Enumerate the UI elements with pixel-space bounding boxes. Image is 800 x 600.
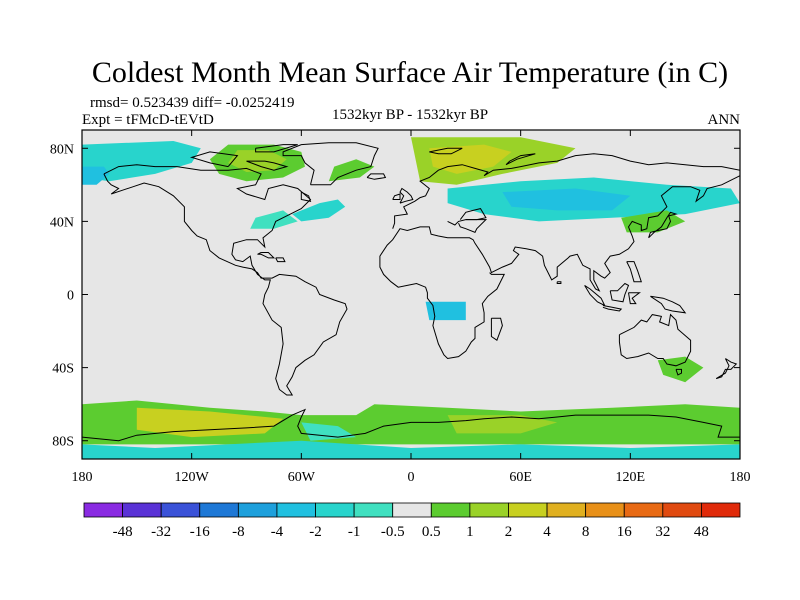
season-label: ANN [708,112,741,128]
coastline-27 [255,144,298,153]
colorbar-box [508,502,548,518]
coastlines [82,142,740,442]
colorbar-label: 0.5 [422,524,441,540]
coastline-21 [82,408,740,442]
colorbar-box [315,502,355,518]
region-africa-patch [425,301,466,321]
x-tick-label: 0 [408,470,415,485]
coastline-29 [505,153,536,166]
coastline-4 [447,219,488,234]
colorbar-label: -32 [151,524,171,540]
coastline-2 [392,153,740,229]
coastline-7 [392,193,401,200]
colorbar-label: -16 [190,524,210,540]
x-tick-label: 180 [730,470,751,485]
colorbar-box [276,502,316,518]
region-antarctic-cool [82,440,740,459]
coastline-15 [609,282,630,303]
x-tick-label: 120W [175,470,210,485]
colorbar-box [160,502,201,518]
colorbar-label: 2 [505,524,513,540]
colorbar-box [662,502,702,518]
x-tick-label: 60W [288,470,316,485]
coastline-17 [650,295,687,314]
colorbar-label: -0.5 [381,524,405,540]
period-label: 1532kyr BP - 1532kyr BP [332,107,488,123]
colorbar-label: 4 [543,524,551,540]
colorbar-box [353,502,394,518]
coastline-19 [490,317,503,341]
colorbar-box [392,502,432,518]
coastline-18 [626,261,642,283]
coastline-23 [275,257,286,263]
coastline-6 [399,187,414,204]
colorbar-label: -48 [113,524,133,540]
coastline-3 [379,175,740,360]
coastline-24 [300,191,312,202]
y-tick-label: 0 [67,289,74,304]
colorbar-box [83,502,123,518]
y-tick-label: 40S [52,362,74,377]
colorbar-box [122,502,162,518]
region-southern-ocean-yellow [136,407,284,438]
coastline-8 [366,173,387,180]
colorbar-box [469,502,509,518]
coastline-20 [556,281,562,284]
coastline-16 [628,292,641,305]
colorbar-box [623,502,664,518]
coastline-22 [257,252,276,259]
coastline-14 [602,305,623,312]
colorbar-label: 32 [655,524,670,540]
y-tick-label: 80S [52,435,74,450]
region-alaska-pacific-cool [82,141,201,182]
coastline-5 [459,208,487,221]
experiment-label: Expt = tFMcD-tEVtD [82,112,214,128]
colorbar-label: -2 [309,524,322,540]
colorbar-label: 1 [466,524,474,540]
x-tick-label: 60E [509,470,532,485]
colorbar-label: -8 [232,524,245,540]
coastline-11 [675,368,682,376]
coastline-1 [282,142,379,186]
colorbar-box [701,502,741,518]
x-tick-label: 180 [72,470,93,485]
y-tick-label: 40N [50,215,74,230]
region-north-atlantic-cool [292,199,346,222]
coastline-12 [715,358,738,380]
region-na-cool-2 [250,210,298,229]
colorbar-label: 48 [694,524,709,540]
region-bering-blue [82,166,110,185]
coastline-25 [246,160,289,171]
y-axis: 80N 40N 0 40S 80S [50,142,740,450]
y-tick-label: 80N [50,142,74,157]
coastline-0 [103,164,348,396]
region-siberia-blue [502,188,631,211]
coastline-9 [648,211,678,239]
coastline-28 [429,147,463,155]
stats-label: rmsd= 0.523439 diff= -0.0252419 [90,95,295,111]
chart-title: Coldest Month Mean Surface Air Temperatu… [92,56,728,89]
x-tick-label: 120E [616,470,646,485]
colorbar-label: 8 [582,524,590,540]
colorbar-box [585,502,625,518]
colorbar-box [430,502,471,518]
coastline-10 [618,313,692,367]
coastline-26 [189,151,239,168]
region-greenland-sea [328,159,375,182]
colorbar-label: -1 [348,524,361,540]
colorbar: -48 -32 -16 -8 -4 -2 -1 -0.5 0.5 1 2 4 8 16 32 48 [83,502,741,540]
colorbar-box [237,502,278,518]
x-axis: 180 120W 60W 0 60E 120E 180 [72,130,751,485]
colorbar-label: -4 [271,524,284,540]
colorbar-box [546,502,587,518]
colorbar-box [199,502,239,518]
colorbar-label: 16 [617,524,633,540]
